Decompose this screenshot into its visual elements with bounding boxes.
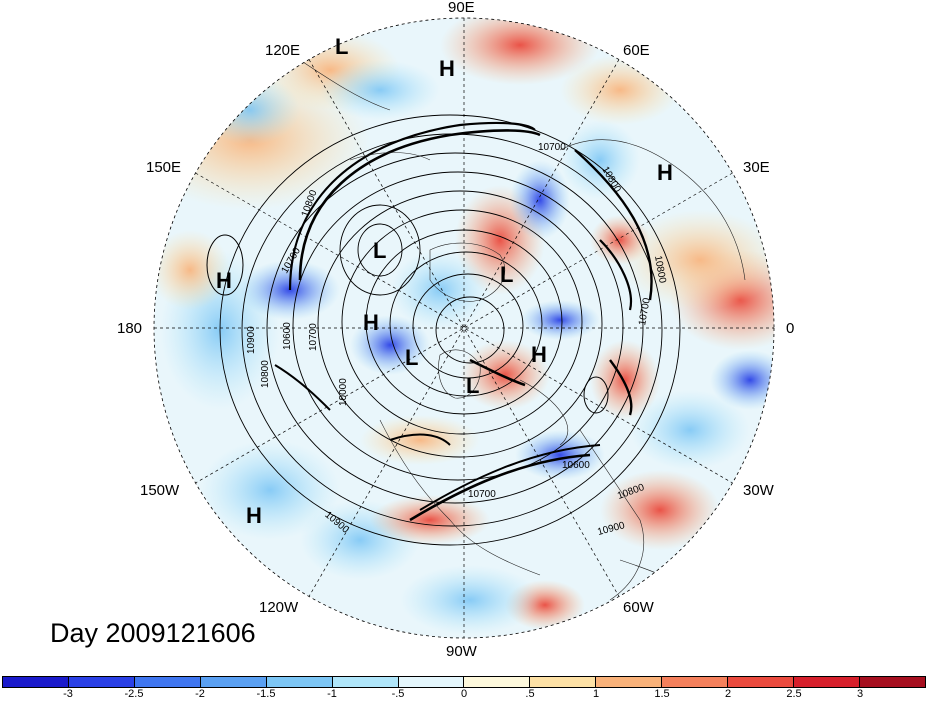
colorbar-swatch xyxy=(3,677,69,687)
low-center-marker: L xyxy=(373,238,386,263)
low-center-marker: L xyxy=(405,345,418,370)
contour-label: 10000 xyxy=(338,378,349,406)
high-center-marker: H xyxy=(363,310,379,335)
graticule xyxy=(154,18,774,638)
colorbar-swatch xyxy=(596,677,663,687)
low-center-marker: L xyxy=(500,262,513,287)
longitude-label-120e: 120E xyxy=(265,42,301,59)
colorbar-tick-label: -1.5 xyxy=(256,688,276,700)
longitude-label-60w: 60W xyxy=(623,599,654,616)
colorbar-swatch xyxy=(68,677,135,687)
colorbar-tick-label: -3 xyxy=(63,688,73,700)
map-boundary xyxy=(153,17,775,639)
longitude-label-150w: 150W xyxy=(140,482,180,499)
low-center-marker: L xyxy=(466,373,479,398)
colorbar-tick-label: .5 xyxy=(525,688,535,700)
contour-label: 10700 xyxy=(637,297,653,327)
colorbar-tick-label: 2 xyxy=(724,688,732,700)
colorbar-tick-label: 2.5 xyxy=(786,688,802,700)
colorbar-tick-label: -.5 xyxy=(391,688,405,700)
colorbar-tick-label: -2 xyxy=(195,688,205,700)
high-center-marker: H xyxy=(216,268,232,293)
colorbar-tick-label: 0 xyxy=(460,688,468,700)
colorbar-tick-label: 1.5 xyxy=(654,688,670,700)
longitude-label-120w: 120W xyxy=(259,599,299,616)
colorbar xyxy=(2,676,926,688)
contour-label: 10700 xyxy=(468,489,496,500)
high-center-marker: H xyxy=(657,160,673,185)
high-center-marker: H xyxy=(439,56,455,81)
longitude-label-30e: 30E xyxy=(743,159,770,176)
colorbar-tick-label: -1 xyxy=(327,688,337,700)
colorbar-tick-label: 3 xyxy=(856,688,864,700)
contour-label: 10600 xyxy=(562,460,590,471)
contour-label: 10800 xyxy=(652,255,668,285)
colorbar-swatch xyxy=(200,677,267,687)
colorbar-swatch xyxy=(530,677,597,687)
colorbar-swatch xyxy=(464,677,531,687)
colorbar-swatch xyxy=(332,677,399,687)
longitude-label-30w: 30W xyxy=(743,482,774,499)
contour-label: 10800 xyxy=(260,360,271,388)
longitude-label-0: 0 xyxy=(786,320,795,337)
colorbar-swatch xyxy=(266,677,333,687)
contour-label: 10600 xyxy=(282,322,293,350)
anomaly-shading xyxy=(154,18,774,638)
longitude-label-180: 180 xyxy=(117,320,143,337)
colorbar-swatch xyxy=(398,677,465,687)
high-center-marker: H xyxy=(531,342,547,367)
colorbar-swatch xyxy=(794,677,860,687)
contour-label: 10900 xyxy=(246,326,257,354)
pressure-center-group: L H H H L L H L H L H xyxy=(216,34,673,528)
contour-label: 10700 xyxy=(538,142,566,153)
high-center-marker: H xyxy=(246,503,262,528)
figure-title: Day 2009121606 xyxy=(50,618,256,648)
colorbar-tick-label: -2.5 xyxy=(124,688,144,700)
height-contours xyxy=(206,114,681,546)
colorbar-tick-label: 1 xyxy=(592,688,600,700)
colorbar-swatch xyxy=(662,677,729,687)
low-center-marker: L xyxy=(335,34,348,59)
colorbar-swatch xyxy=(859,677,925,687)
colorbar-swatch xyxy=(134,677,201,687)
colorbar-swatch xyxy=(728,677,795,687)
longitude-label-60e: 60E xyxy=(623,42,650,59)
longitude-label-90e: 90E xyxy=(448,0,475,16)
contour-label: 10700 xyxy=(308,323,319,351)
longitude-label-90w: 90W xyxy=(446,643,477,660)
longitude-label-150e: 150E xyxy=(146,159,182,176)
